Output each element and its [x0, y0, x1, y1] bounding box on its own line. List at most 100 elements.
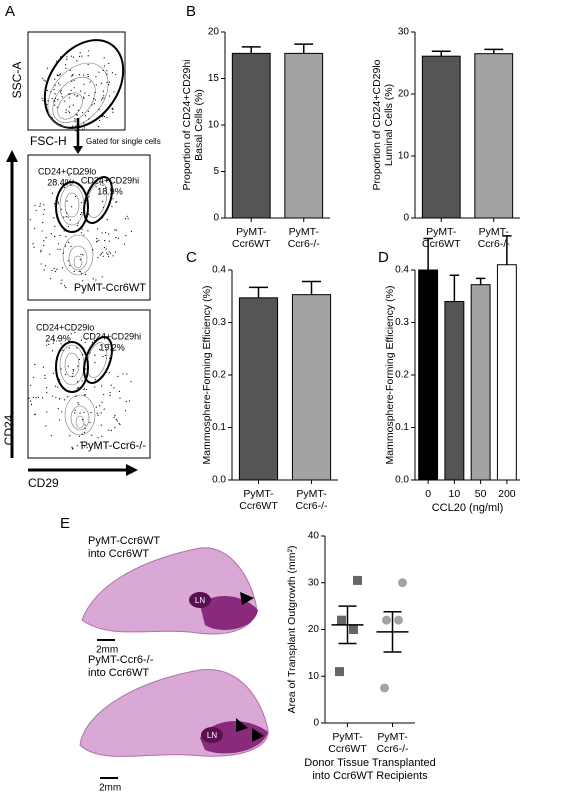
scale-label: 2mm	[99, 783, 121, 794]
point	[349, 625, 358, 634]
bar	[474, 53, 514, 219]
x-tick-label: PyMT-	[377, 731, 408, 743]
y-tick-label: 0	[403, 213, 409, 224]
gate-label: CD24+CD29hi	[81, 175, 139, 185]
gate-pct: 18.9%	[97, 186, 123, 196]
image-label: PyMT-Ccr6-/-	[88, 654, 154, 666]
arrowhead	[252, 728, 264, 742]
y-axis-label: Mammosphere-Forming Efficiency (%)	[384, 286, 396, 465]
gate	[43, 39, 125, 129]
point	[394, 615, 403, 625]
gate-pct: 19.2%	[99, 342, 125, 352]
x-axis-label: CCL20 (ng/ml)	[432, 502, 504, 514]
y-axis-label: Luminal Cells (%)	[383, 84, 395, 166]
x-tick-label: PyMT-	[243, 488, 274, 500]
y-tick-label: 10	[308, 671, 320, 682]
y-axis-label: Area of Transplant Outgrowth (mm²)	[286, 545, 298, 713]
y-tick-label: 5	[213, 166, 219, 177]
panel-letter: A	[5, 3, 15, 20]
x-tick-label: 0	[425, 488, 431, 500]
arrowhead	[236, 718, 248, 732]
bar	[444, 301, 465, 481]
y-tick-label: 0.1	[395, 422, 409, 433]
y-axis-label: Mammosphere-Forming Efficiency (%)	[201, 286, 213, 465]
x-tick-label: Ccr6-/-	[288, 238, 321, 250]
y-tick-label: 0.2	[212, 370, 226, 381]
y-tick-label: 0.1	[212, 422, 226, 433]
arrow-head	[6, 150, 18, 162]
x-axis-label: into Ccr6WT Recipients	[312, 770, 428, 782]
x-axis-label: Donor Tissue Transplanted	[304, 757, 435, 769]
y-tick-label: 0.2	[395, 370, 409, 381]
tissue-dense	[200, 595, 258, 630]
y-tick-label: 10	[208, 120, 220, 131]
axis-label: FSC-H	[30, 134, 67, 148]
x-tick-label: Ccr6-/-	[478, 238, 511, 250]
y-tick-label: 30	[398, 27, 410, 38]
panel-letter: C	[186, 249, 197, 266]
y-tick-label: 40	[308, 531, 320, 542]
x-tick-label: 10	[449, 488, 461, 500]
y-tick-label: 30	[308, 577, 320, 588]
axis-label: SSC-A	[10, 62, 24, 99]
decoration	[6, 31, 269, 779]
bar	[284, 52, 324, 219]
image-label: PyMT-Ccr6WT	[88, 535, 160, 547]
x-tick-label: PyMT-	[296, 488, 327, 500]
gate-pct: 24.9%	[45, 333, 71, 343]
node-label: LN	[195, 596, 205, 605]
gate-label: CD24+CD29lo	[36, 322, 94, 332]
image-label: into Ccr6WT	[88, 548, 149, 560]
flow-plot	[27, 154, 151, 301]
bar	[421, 55, 461, 219]
point	[353, 575, 362, 585]
panel-letter: D	[378, 249, 389, 266]
flow-plot	[27, 309, 151, 459]
node-label: LN	[207, 731, 217, 740]
y-tick-label: 0.3	[395, 317, 409, 328]
bar	[291, 294, 332, 481]
arrow-head	[73, 146, 83, 154]
x-tick-label: PyMT-	[236, 226, 267, 238]
x-tick-label: Ccr6-/-	[376, 743, 409, 755]
y-tick-label: 0	[313, 718, 319, 729]
x-tick-label: Ccr6WT	[232, 238, 271, 250]
point	[398, 578, 407, 588]
y-tick-label: 20	[308, 624, 320, 635]
gate-label: CD24+CD29lo	[38, 166, 96, 176]
x-tick-label: PyMT-	[479, 226, 510, 238]
axis-label: CD24	[2, 414, 16, 445]
y-tick-label: 0.0	[395, 475, 409, 486]
x-tick-label: Ccr6WT	[328, 743, 367, 755]
events	[28, 50, 133, 450]
point	[380, 683, 389, 693]
axis-label: CD29	[28, 476, 59, 490]
bar	[470, 284, 491, 481]
panel-letter: E	[60, 515, 70, 532]
panel-letter: B	[186, 3, 196, 20]
x-tick-label: 200	[498, 488, 516, 500]
point	[335, 667, 344, 677]
y-tick-label: 0	[213, 213, 219, 224]
contours	[47, 62, 109, 436]
arrow-head	[126, 464, 138, 476]
arrowhead	[240, 592, 254, 605]
bar	[496, 264, 517, 481]
image-label: into Ccr6WT	[88, 667, 149, 679]
gate-note: Gated for single cells	[86, 137, 161, 146]
y-axis-label: Basal Cells (%)	[193, 89, 205, 161]
bar	[231, 52, 271, 219]
bar	[238, 297, 279, 481]
y-tick-label: 20	[398, 89, 410, 100]
y-tick-label: 15	[208, 73, 220, 84]
point	[337, 615, 346, 625]
x-tick-label: PyMT-	[332, 731, 363, 743]
lymph-node	[189, 592, 211, 608]
x-tick-label: Ccr6WT	[239, 500, 278, 512]
x-tick-label: PyMT-	[289, 226, 320, 238]
gates	[55, 176, 113, 393]
x-tick-label: PyMT-	[426, 226, 457, 238]
bar	[418, 269, 439, 481]
y-tick-label: 0.0	[212, 475, 226, 486]
